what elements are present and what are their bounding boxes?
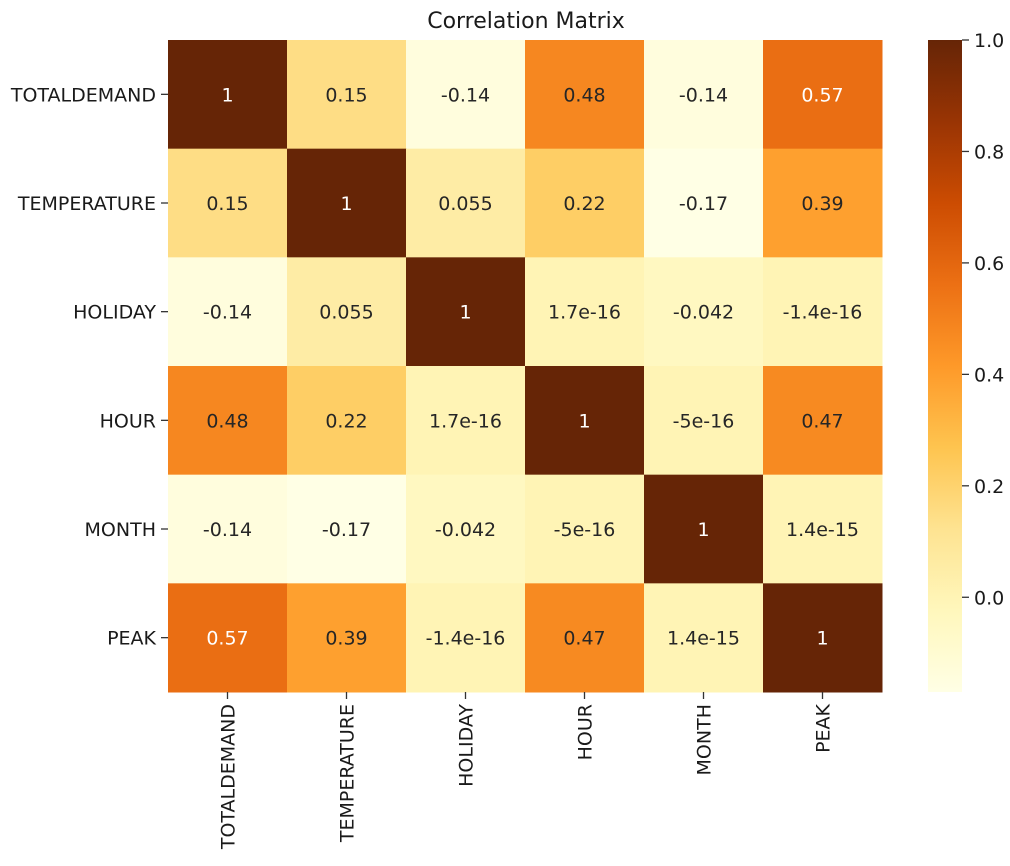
heatmap-cell: [287, 474, 407, 584]
cell-annotation: 0.055: [319, 302, 373, 324]
cell-annotation: 1: [816, 628, 828, 650]
heatmap-cell: [168, 40, 288, 150]
x-tick-label: MONTH: [694, 704, 716, 775]
y-tick-label: HOUR: [100, 410, 156, 432]
cell-annotation: -0.14: [679, 84, 728, 106]
cell-annotation: 1.7e-16: [429, 410, 502, 432]
heatmap-cell: [406, 366, 526, 476]
cell-annotation: 1: [340, 193, 352, 215]
y-axis: TOTALDEMAND TEMPERATURE HOLIDAY HOUR MONTH PE…: [10, 84, 168, 650]
colorbar-tick-label: 0.8: [974, 141, 1004, 163]
y-tick-label: PEAK: [107, 628, 156, 650]
heatmap-cell: [763, 366, 883, 476]
heatmap-cell: [525, 366, 645, 476]
cell-annotation: 0.57: [206, 628, 248, 650]
heatmap-cell: [525, 474, 645, 584]
heatmap-cell: [287, 583, 407, 693]
cell-annotation: 0.22: [563, 193, 605, 215]
cell-annotation: 0.39: [325, 628, 367, 650]
cell-annotation: 0.47: [801, 410, 843, 432]
heatmap-cell: [168, 366, 288, 476]
heatmap-cells: 1 0.15 -0.14 0.48 -0.14 0.57 0.15 1 0.055 0.22 -0.…: [168, 40, 883, 693]
cell-annotation: -0.14: [441, 84, 490, 106]
colorbar-gradient: [928, 40, 962, 692]
heatmap-cell: [644, 257, 764, 367]
heatmap-cell: [168, 148, 288, 258]
heatmap-cell: [644, 148, 764, 258]
cell-annotation: 0.22: [325, 410, 367, 432]
cell-annotation: -1.4e-16: [426, 628, 506, 650]
cell-annotation: 1.7e-16: [548, 302, 621, 324]
x-tick-label: TEMPERATURE: [337, 704, 359, 843]
heatmap-cell: [406, 474, 526, 584]
cell-annotation: 1: [578, 410, 590, 432]
cell-annotation: -5e-16: [554, 519, 616, 541]
cell-annotation: -5e-16: [673, 410, 735, 432]
heatmap-cell: [763, 148, 883, 258]
cell-annotation: 0.15: [325, 84, 367, 106]
x-tick-label: HOUR: [575, 704, 597, 760]
cell-annotation: 0.48: [206, 410, 248, 432]
cell-annotation: 0.48: [563, 84, 605, 106]
y-tick-label: TEMPERATURE: [17, 193, 156, 215]
colorbar-tick-label: 0.0: [974, 587, 1004, 609]
cell-annotation: 1.4e-15: [667, 628, 740, 650]
cell-annotation: -0.042: [435, 519, 496, 541]
heatmap-cell: [168, 257, 288, 367]
heatmap-cell: [406, 583, 526, 693]
heatmap-cell: [525, 583, 645, 693]
heatmap-cell: [644, 474, 764, 584]
cell-annotation: 0.055: [438, 193, 492, 215]
chart-title: Correlation Matrix: [427, 9, 625, 34]
y-tick-label: MONTH: [85, 519, 156, 541]
heatmap-cell: [763, 257, 883, 367]
heatmap-cell: [168, 583, 288, 693]
colorbar-tick-label: 0.2: [974, 476, 1004, 498]
cell-annotation: 1: [459, 302, 471, 324]
heatmap-cell: [406, 257, 526, 367]
cell-annotation: -0.042: [673, 302, 734, 324]
heatmap-cell: [406, 40, 526, 150]
heatmap-cell: [287, 366, 407, 476]
colorbar-tick-label: 0.4: [974, 364, 1004, 386]
cell-annotation: -0.14: [203, 302, 252, 324]
cell-annotation: -0.14: [203, 519, 252, 541]
heatmap-cell: [287, 40, 407, 150]
heatmap-cell: [168, 474, 288, 584]
x-tick-label: TOTALDEMAND: [218, 704, 240, 850]
x-axis: TOTALDEMAND TEMPERATURE HOLIDAY HOUR MONTH PE…: [218, 692, 835, 850]
heatmap-cell: [763, 583, 883, 693]
cell-annotation: 0.47: [563, 628, 605, 650]
colorbar-tick-label: 0.6: [974, 253, 1004, 275]
heatmap-cell: [406, 148, 526, 258]
heatmap-cell: [525, 257, 645, 367]
heatmap-cell: [287, 148, 407, 258]
y-tick-label: HOLIDAY: [73, 302, 156, 324]
colorbar-tick-label: 1.0: [974, 30, 1004, 52]
colorbar: 0.0 0.2 0.4 0.6 0.8 1.0: [928, 30, 1004, 692]
cell-annotation: 0.15: [206, 193, 248, 215]
heatmap-cell: [644, 583, 764, 693]
cell-annotation: 0.39: [801, 193, 843, 215]
heatmap-cell: [287, 257, 407, 367]
heatmap-cell: [644, 366, 764, 476]
heatmap-cell: [763, 40, 883, 150]
cell-annotation: 1: [221, 84, 233, 106]
cell-annotation: -1.4e-16: [783, 302, 863, 324]
cell-annotation: -0.17: [322, 519, 371, 541]
heatmap-cell: [644, 40, 764, 150]
x-tick-label: PEAK: [813, 703, 835, 752]
cell-annotation: 0.57: [801, 84, 843, 106]
heatmap-cell: [525, 148, 645, 258]
cell-annotation: -0.17: [679, 193, 728, 215]
heatmap-cell: [763, 474, 883, 584]
x-tick-label: HOLIDAY: [456, 704, 478, 787]
y-tick-label: TOTALDEMAND: [10, 84, 156, 106]
cell-annotation: 1: [697, 519, 709, 541]
heatmap-cell: [525, 40, 645, 150]
cell-annotation: 1.4e-15: [786, 519, 859, 541]
